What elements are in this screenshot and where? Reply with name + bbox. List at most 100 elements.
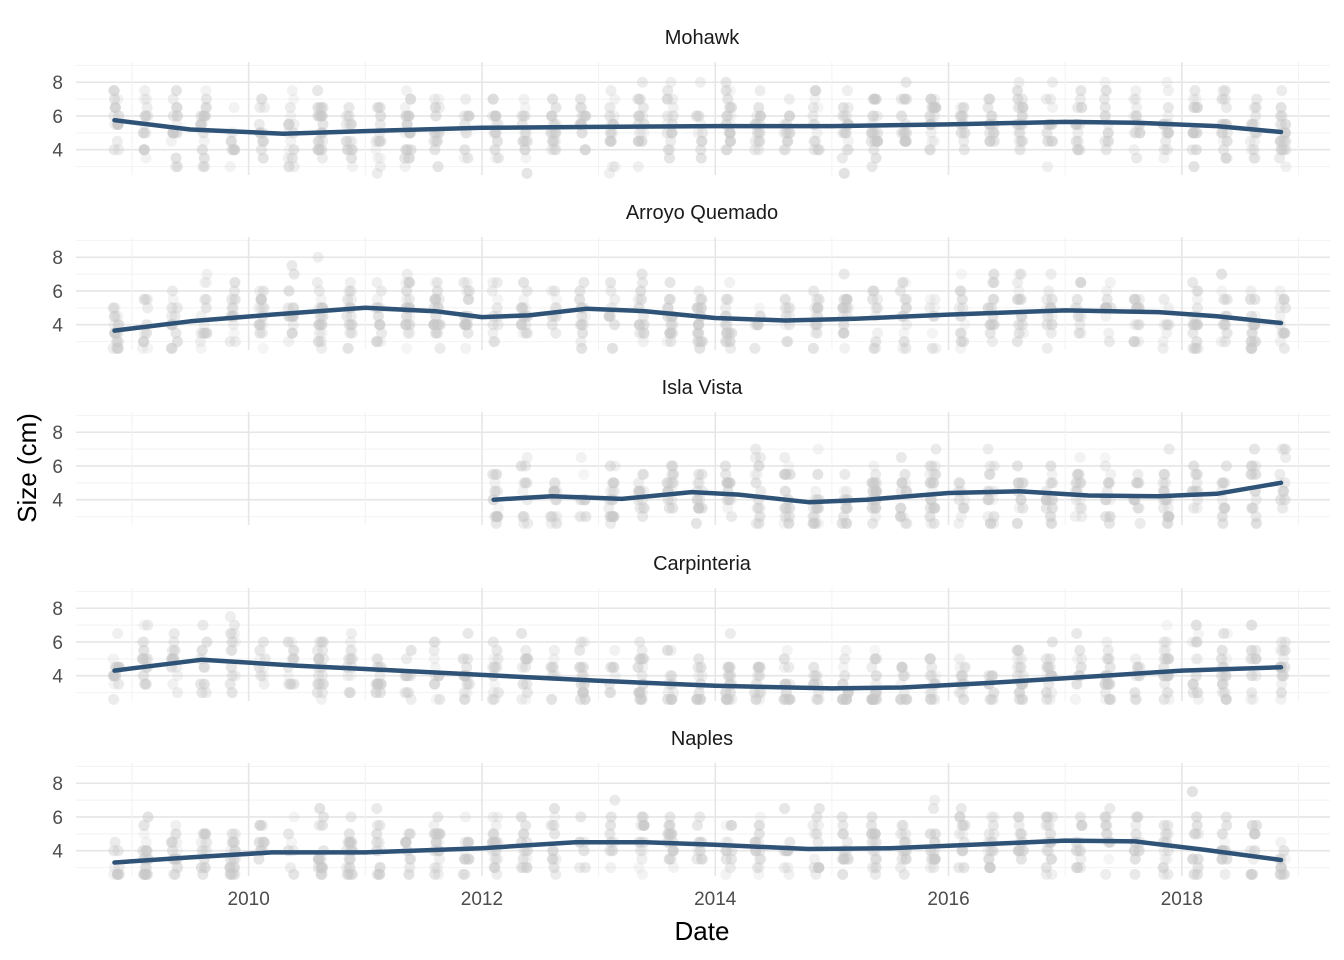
data-point [517, 110, 529, 122]
data-point [1250, 336, 1262, 348]
data-point [724, 127, 736, 139]
data-point [870, 511, 882, 523]
data-point [811, 693, 823, 705]
data-point [896, 477, 908, 489]
data-point [841, 293, 853, 305]
data-point [142, 110, 154, 122]
data-point [1216, 127, 1228, 139]
data-point [1071, 477, 1083, 489]
data-point [870, 477, 882, 489]
data-point [1075, 327, 1087, 339]
data-point [665, 76, 677, 88]
data-point [1190, 619, 1202, 631]
data-point [784, 502, 796, 514]
data-point [315, 293, 327, 305]
data-point [841, 293, 853, 305]
data-point [490, 127, 502, 139]
data-point [607, 127, 619, 139]
data-point [722, 110, 734, 122]
data-point [1013, 135, 1025, 147]
data-point [1248, 336, 1260, 348]
data-point [462, 319, 474, 331]
data-point [489, 336, 501, 348]
data-point [550, 327, 562, 339]
data-point [196, 118, 208, 130]
data-point [1280, 302, 1292, 314]
data-point [342, 342, 354, 354]
data-point [1274, 302, 1286, 314]
data-point [755, 485, 767, 497]
data-point [807, 102, 819, 114]
data-point [957, 502, 969, 514]
data-point [958, 862, 970, 874]
data-point [141, 868, 153, 880]
data-point [637, 811, 649, 823]
data-point [724, 477, 736, 489]
data-point [751, 468, 763, 480]
data-point [372, 310, 384, 322]
data-point [253, 319, 265, 331]
data-point [634, 110, 646, 122]
data-point [1278, 342, 1290, 354]
data-point [141, 102, 153, 114]
data-point [171, 336, 183, 348]
data-point [1217, 85, 1229, 97]
data-point [1249, 828, 1261, 840]
data-point [112, 319, 124, 331]
data-point [492, 293, 504, 305]
data-point [930, 468, 942, 480]
data-point [636, 135, 648, 147]
data-point [1046, 636, 1058, 648]
data-point [870, 342, 882, 354]
data-point [841, 85, 853, 97]
data-point [283, 144, 295, 156]
data-point [519, 135, 531, 147]
data-point [1247, 693, 1259, 705]
data-point [403, 152, 415, 164]
data-point [403, 110, 415, 122]
data-point [1249, 152, 1261, 164]
data-point [986, 693, 998, 705]
data-point [141, 327, 153, 339]
data-point [167, 293, 179, 305]
data-point [924, 460, 936, 472]
data-point [840, 517, 852, 529]
data-point [548, 477, 560, 489]
data-point [749, 342, 761, 354]
data-point [1103, 517, 1115, 529]
data-point [521, 135, 533, 147]
data-point [518, 293, 530, 305]
data-point [430, 327, 442, 339]
data-point [1130, 85, 1142, 97]
data-point [374, 319, 386, 331]
data-point [840, 517, 852, 529]
data-point [229, 293, 241, 305]
data-point [635, 285, 647, 297]
data-point [812, 468, 824, 480]
data-point [460, 93, 472, 105]
data-point [780, 144, 792, 156]
data-point [633, 485, 645, 497]
data-point [692, 494, 704, 506]
data-point [1099, 93, 1111, 105]
data-point [1011, 293, 1023, 305]
data-point [1158, 468, 1170, 480]
data-point [1012, 517, 1024, 529]
data-point [725, 110, 737, 122]
data-point [518, 277, 530, 289]
data-point [1159, 468, 1171, 480]
data-point [870, 485, 882, 497]
data-point [283, 285, 295, 297]
data-point [811, 670, 823, 682]
data-point [694, 342, 706, 354]
data-point [371, 167, 383, 179]
data-point [312, 144, 324, 156]
data-point [284, 118, 296, 130]
data-point [1047, 477, 1059, 489]
data-point [1157, 336, 1169, 348]
data-point [1104, 803, 1116, 815]
data-point [661, 336, 673, 348]
data-point [1103, 336, 1115, 348]
data-point [807, 511, 819, 523]
data-point [1043, 285, 1055, 297]
